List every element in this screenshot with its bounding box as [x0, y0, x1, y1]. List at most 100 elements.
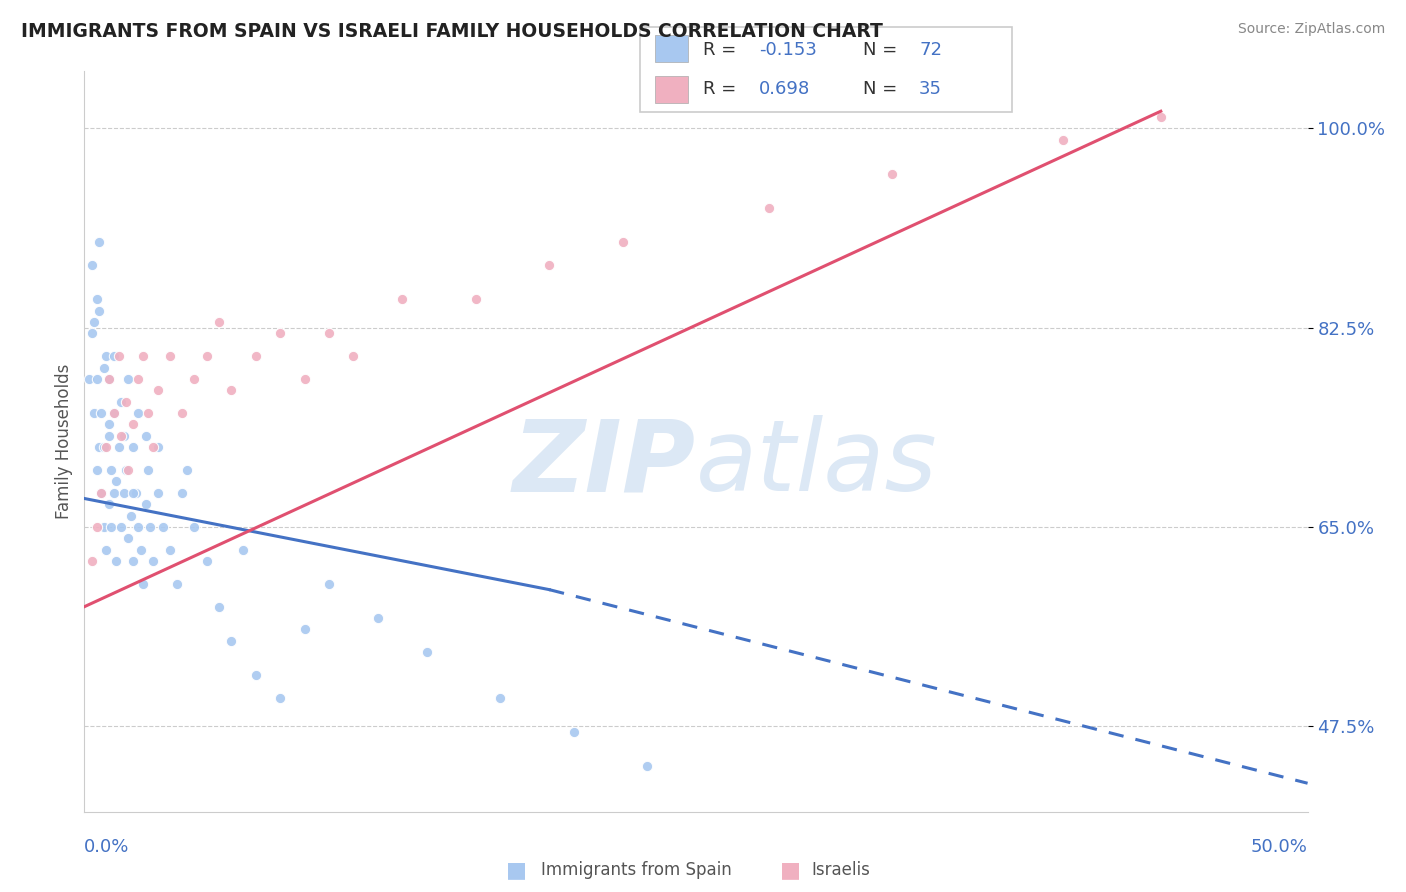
FancyBboxPatch shape [655, 76, 688, 103]
Point [105, 475, 128, 489]
Text: N =: N = [863, 80, 903, 98]
Point [93, 440, 115, 454]
Y-axis label: Family Households: Family Households [55, 364, 73, 519]
Point [159, 349, 181, 363]
Text: 35: 35 [920, 80, 942, 98]
Point [176, 463, 198, 477]
Point [318, 577, 340, 591]
Text: ■: ■ [506, 860, 527, 880]
Text: ZIP: ZIP [513, 416, 696, 512]
Point [129, 542, 152, 557]
Point [96, 440, 118, 454]
Point [1052, 133, 1074, 147]
Point [115, 463, 138, 477]
Text: atlas: atlas [696, 416, 938, 512]
Point [86, 372, 108, 386]
Point [110, 394, 132, 409]
Point [219, 633, 242, 648]
Point [96, 542, 118, 557]
Point [318, 326, 340, 341]
Point [880, 167, 903, 181]
Point [87, 440, 110, 454]
Point [110, 429, 132, 443]
Point [146, 440, 169, 454]
Text: 0.698: 0.698 [759, 80, 810, 98]
Point [562, 725, 585, 739]
Point [122, 485, 145, 500]
Point [117, 532, 139, 546]
Point [232, 542, 254, 557]
Point [127, 406, 149, 420]
Point [105, 554, 128, 568]
Point [166, 577, 188, 591]
Point [245, 668, 267, 682]
Point [135, 497, 157, 511]
Point [208, 315, 231, 329]
Point [97, 429, 120, 443]
Point [103, 485, 125, 500]
Point [269, 326, 291, 341]
Text: Israelis: Israelis [811, 861, 870, 879]
Point [80, 554, 103, 568]
Point [1150, 110, 1173, 124]
Point [132, 349, 155, 363]
Point [107, 440, 129, 454]
Point [136, 406, 159, 420]
Point [97, 372, 120, 386]
Point [294, 372, 316, 386]
Point [110, 520, 132, 534]
Point [90, 485, 112, 500]
Point [342, 349, 364, 363]
Point [183, 520, 205, 534]
Point [86, 520, 108, 534]
Point [416, 645, 439, 659]
Point [125, 485, 148, 500]
Point [86, 463, 108, 477]
Point [112, 485, 135, 500]
Text: N =: N = [863, 41, 903, 59]
Point [87, 235, 110, 250]
Point [122, 554, 145, 568]
Point [83, 315, 105, 329]
Point [100, 520, 122, 534]
Point [132, 577, 155, 591]
Point [367, 611, 389, 625]
Text: R =: R = [703, 41, 742, 59]
Point [146, 384, 169, 398]
Text: -0.153: -0.153 [759, 41, 817, 59]
Point [77, 372, 100, 386]
Point [97, 372, 120, 386]
Text: ■: ■ [780, 860, 801, 880]
Point [97, 417, 120, 432]
Point [86, 292, 108, 306]
Point [87, 303, 110, 318]
Text: 50.0%: 50.0% [1251, 838, 1308, 855]
Point [112, 429, 135, 443]
Text: 0.0%: 0.0% [84, 838, 129, 855]
Point [122, 440, 145, 454]
Point [391, 292, 413, 306]
Point [136, 463, 159, 477]
Point [93, 520, 115, 534]
Point [117, 463, 139, 477]
Point [159, 542, 181, 557]
Point [80, 258, 103, 272]
Point [464, 292, 486, 306]
Point [758, 201, 780, 215]
Point [489, 690, 512, 705]
Point [269, 690, 291, 705]
Point [122, 417, 145, 432]
Point [100, 463, 122, 477]
Point [103, 406, 125, 420]
Point [172, 485, 194, 500]
Point [219, 384, 242, 398]
FancyBboxPatch shape [640, 27, 1012, 112]
Point [139, 520, 162, 534]
Point [146, 485, 169, 500]
Point [107, 349, 129, 363]
Text: R =: R = [703, 80, 742, 98]
Point [195, 554, 218, 568]
Point [208, 599, 231, 614]
Point [636, 759, 658, 773]
Point [612, 235, 634, 250]
